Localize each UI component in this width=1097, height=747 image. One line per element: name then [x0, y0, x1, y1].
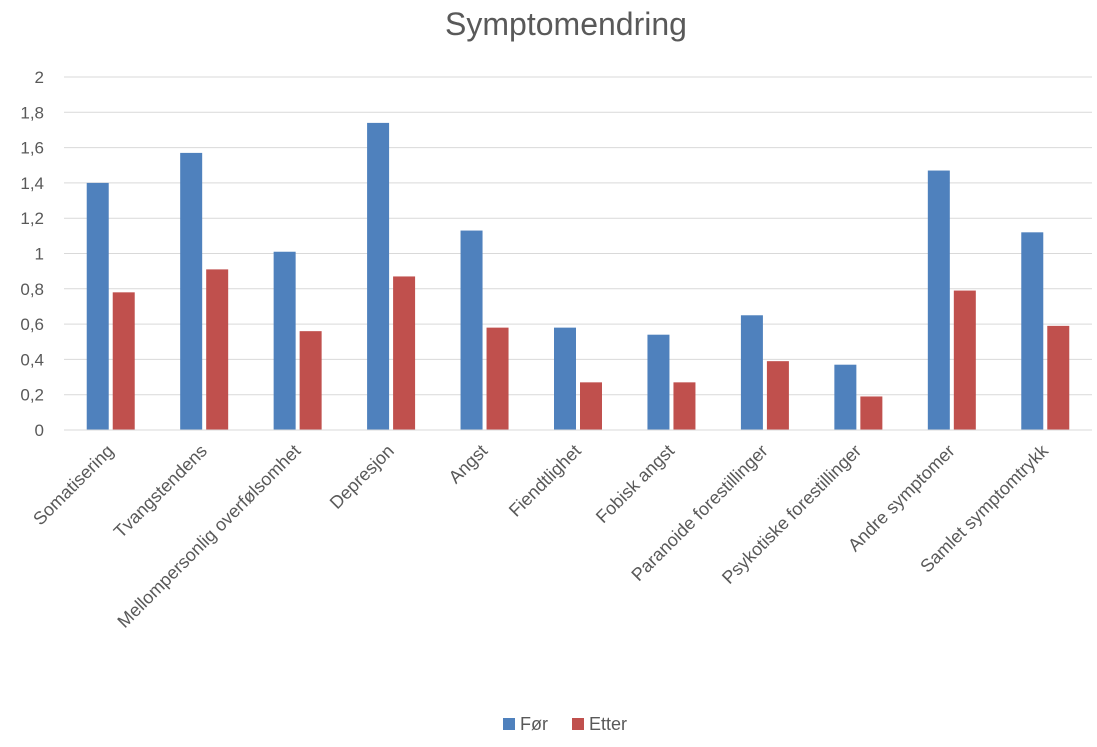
- legend-label: Etter: [589, 714, 627, 734]
- bars: [86, 122, 1070, 431]
- y-tick-label: 1: [35, 245, 44, 264]
- y-tick-label: 0,6: [20, 315, 44, 334]
- bar-for: [273, 251, 296, 430]
- y-tick-label: 0,2: [20, 386, 44, 405]
- y-tick-label: 1,8: [20, 103, 44, 122]
- x-category-label: Mellompersonlig overfølsomhet: [113, 441, 304, 632]
- legend-label: Før: [520, 714, 548, 734]
- bar-etter: [860, 396, 883, 430]
- y-tick-label: 1,2: [20, 209, 44, 228]
- x-category-label: Somatisering: [29, 441, 117, 529]
- bar-for: [740, 315, 763, 430]
- bar-for: [367, 122, 390, 430]
- legend: Før Etter: [503, 714, 627, 734]
- x-axis-labels: SomatiseringTvangstendensMellompersonlig…: [29, 440, 1053, 632]
- legend-swatch: [503, 718, 515, 730]
- x-category-label: Fiendtlighet: [505, 441, 585, 521]
- gridlines: [64, 76, 1092, 396]
- bar-etter: [486, 327, 509, 430]
- x-category-label: Fobisk angst: [592, 441, 678, 527]
- y-tick-label: 0,8: [20, 280, 44, 299]
- y-tick-label: 1,4: [20, 174, 44, 193]
- legend-swatch: [572, 718, 584, 730]
- bar-etter: [580, 382, 602, 430]
- bar-etter: [766, 361, 789, 430]
- y-tick-label: 0,4: [20, 350, 44, 369]
- bar-etter: [1047, 325, 1070, 430]
- y-tick-label: 2: [35, 68, 44, 87]
- y-tick-label: 0: [35, 421, 44, 440]
- x-category-label: Depresjon: [326, 441, 398, 513]
- bar-for: [554, 327, 576, 430]
- bar-etter: [299, 331, 322, 430]
- chart-title: Symptomendring: [445, 6, 687, 42]
- bar-for: [647, 334, 670, 430]
- bar-etter: [953, 290, 976, 430]
- x-category-label: Angst: [445, 441, 492, 488]
- bar-for: [180, 152, 203, 430]
- y-axis-ticks: 0 0,2 0,4 0,6 0,8 1 1,2 1,4 1,6 1,8 2: [20, 68, 44, 440]
- bar-for: [86, 182, 109, 430]
- bar-for: [834, 364, 857, 430]
- bar-etter: [393, 276, 416, 430]
- bar-etter: [206, 269, 229, 430]
- bar-for: [927, 170, 950, 431]
- bar-etter: [673, 382, 696, 430]
- bar-for: [460, 230, 483, 430]
- y-tick-label: 1,6: [20, 139, 44, 158]
- bar-for: [1021, 232, 1044, 430]
- bar-etter: [112, 292, 135, 430]
- x-category-label: Tvangstendens: [110, 441, 211, 542]
